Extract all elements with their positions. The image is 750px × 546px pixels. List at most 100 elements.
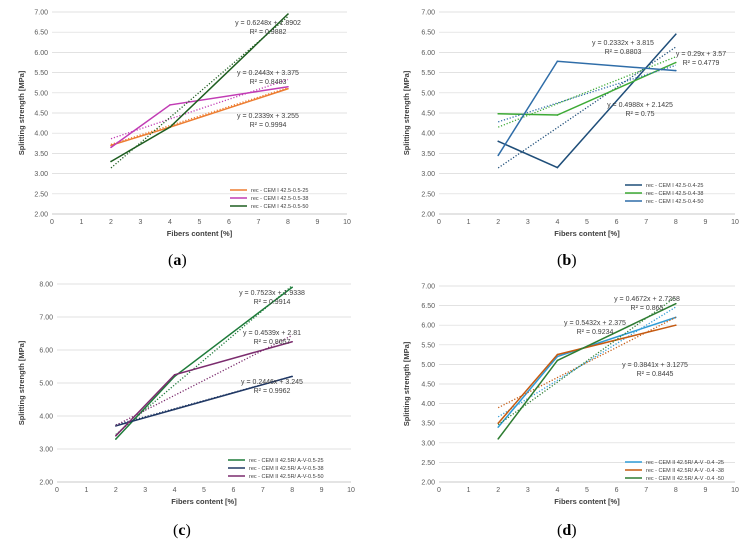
legend-entry: rec - CEM II 42.5R/ A-V-0.5-50 — [249, 474, 324, 480]
y-tick-label: 5.00 — [421, 362, 435, 369]
y-axis-title: Splitting strength [MPa] — [17, 70, 26, 155]
legend-entry: rec - CEM I 42.5-0.5-50 — [251, 204, 308, 210]
trend-r2: R² = 0.8445 — [637, 371, 674, 378]
trend-r2: R² = 0.9914 — [254, 299, 291, 306]
trend-equation: y = 0.5432x + 2.375 — [564, 320, 626, 327]
trendline — [497, 296, 677, 426]
x-tick-label: 2 — [109, 219, 113, 226]
y-tick-label: 2.50 — [421, 191, 435, 198]
data-point — [675, 61, 677, 64]
y-tick-label: 5.50 — [34, 70, 48, 77]
trend-equation: y = 0.4672x + 2.7268 — [614, 296, 680, 303]
data-point — [169, 126, 171, 128]
x-tick-label: 1 — [467, 487, 471, 494]
trend-r2: R² = 0.9994 — [250, 122, 287, 129]
x-tick-label: 7 — [644, 219, 648, 226]
trend-r2: R² = 0.865 — [631, 305, 664, 312]
x-tick-label: 3 — [526, 487, 530, 494]
x-axis-title: Fibers content [%] — [554, 229, 620, 238]
data-point — [497, 113, 499, 115]
x-tick-label: 6 — [615, 219, 619, 226]
data-point — [287, 85, 289, 88]
y-tick-label: 3.00 — [421, 171, 435, 178]
x-tick-label: 2 — [496, 487, 500, 494]
x-tick-label: 2 — [114, 487, 118, 494]
y-tick-label: 7.00 — [421, 284, 435, 291]
x-tick-label: 8 — [674, 487, 678, 494]
trend-r2: R² = 0.8657 — [254, 339, 291, 346]
y-tick-label: 4.00 — [34, 131, 48, 138]
chart-panel-b: 2.00 2.50 3.00 3.50 4.00 4.50 5.00 5.50 6.00 6.50… — [385, 0, 750, 245]
data-point — [287, 13, 289, 15]
x-tick-label: 0 — [437, 487, 441, 494]
data-point — [497, 426, 499, 428]
y-tick-label: 3.00 — [39, 447, 53, 454]
x-axis-title: Fibers content [%] — [167, 229, 233, 238]
x-tick-label: 6 — [615, 487, 619, 494]
trend-equation: y = 0.4539x + 2.81 — [243, 330, 301, 337]
x-tick-label: 10 — [343, 219, 351, 226]
y-tick-label: 4.00 — [39, 414, 53, 421]
x-tick-label: 9 — [703, 487, 707, 494]
y-axis-title: Splitting strength [MPa] — [402, 341, 411, 426]
y-tick-label: 7.00 — [421, 10, 435, 17]
data-point — [169, 104, 171, 106]
chart-panel-c: 2.00 3.00 4.00 5.00 6.00 7.00 8.00 0 1 2 3 4 5 6 7 8 9 10… — [0, 272, 370, 512]
x-tick-label: 10 — [731, 219, 739, 226]
x-tick-label: 9 — [316, 219, 320, 226]
x-tick-label: 3 — [143, 487, 147, 494]
trendline — [498, 64, 676, 123]
data-point — [556, 166, 559, 169]
panel-label-b: (b) — [557, 252, 577, 269]
legend-entry: rec - CEM I 42.5-0.5-38 — [251, 196, 308, 202]
trend-r2: R² = 0.9234 — [577, 329, 614, 336]
data-point — [497, 154, 499, 157]
data-point — [291, 286, 294, 289]
data-point — [110, 146, 112, 149]
chart-svg: 2.00 2.50 3.00 3.50 4.00 4.50 5.00 5.50 6.00 6.50… — [402, 284, 739, 507]
data-point — [291, 375, 294, 378]
x-tick-label: 5 — [198, 219, 202, 226]
y-tick-label: 5.50 — [421, 70, 435, 77]
x-tick-label: 3 — [526, 219, 530, 226]
legend-entry: rec - CEM I 42.5-0.4-38 — [646, 191, 703, 197]
data-point — [497, 140, 499, 143]
y-tick-label: 6.00 — [421, 323, 435, 330]
y-tick-label: 5.00 — [39, 381, 53, 388]
data-point — [173, 373, 176, 376]
trendline — [110, 78, 289, 140]
y-tick-label: 6.50 — [421, 303, 435, 310]
data-point — [115, 435, 117, 437]
trendline — [110, 87, 289, 146]
trendline — [115, 375, 293, 426]
y-tick-label: 3.50 — [34, 151, 48, 158]
data-point — [675, 69, 677, 72]
x-tick-label: 10 — [347, 487, 355, 494]
y-tick-label: 2.00 — [39, 480, 53, 487]
y-tick-label: 6.50 — [421, 30, 435, 37]
data-point — [287, 87, 289, 90]
x-tick-label: 5 — [202, 487, 206, 494]
y-tick-label: 5.00 — [421, 90, 435, 97]
data-point — [497, 422, 499, 424]
data-point — [556, 353, 559, 356]
x-tick-label: 2 — [496, 219, 500, 226]
legend-entry: rec - CEM II 42.5R/ A-V -0.4 -38 — [646, 468, 724, 474]
y-tick-label: 6.00 — [421, 50, 435, 57]
trend-equation: y = 0.2339x + 3.255 — [237, 113, 299, 120]
data-point — [110, 160, 112, 163]
chart-svg: 2.00 2.50 3.00 3.50 4.00 4.50 5.00 5.50 6.00 6.50… — [17, 10, 351, 239]
x-tick-label: 1 — [467, 219, 471, 226]
x-tick-label: 9 — [320, 487, 324, 494]
trend-r2: R² = 0.8803 — [605, 49, 642, 56]
chart-svg: 2.00 2.50 3.00 3.50 4.00 4.50 5.00 5.50 6.00 6.50… — [402, 10, 739, 239]
y-axis-title: Splitting strength [MPa] — [17, 340, 26, 425]
x-tick-label: 4 — [555, 219, 559, 226]
trend-r2: R² = 0.9962 — [254, 388, 291, 395]
y-tick-label: 6.00 — [34, 50, 48, 57]
legend-entry: rec - CEM II 42.5R/ A-V-0.5-38 — [249, 466, 324, 472]
series-line — [497, 33, 677, 169]
x-tick-label: 6 — [231, 487, 235, 494]
legend-entry: rec - CEM II 42.5R/ A-V-0.5-25 — [249, 458, 324, 464]
panel-label-c: (c) — [173, 522, 191, 539]
